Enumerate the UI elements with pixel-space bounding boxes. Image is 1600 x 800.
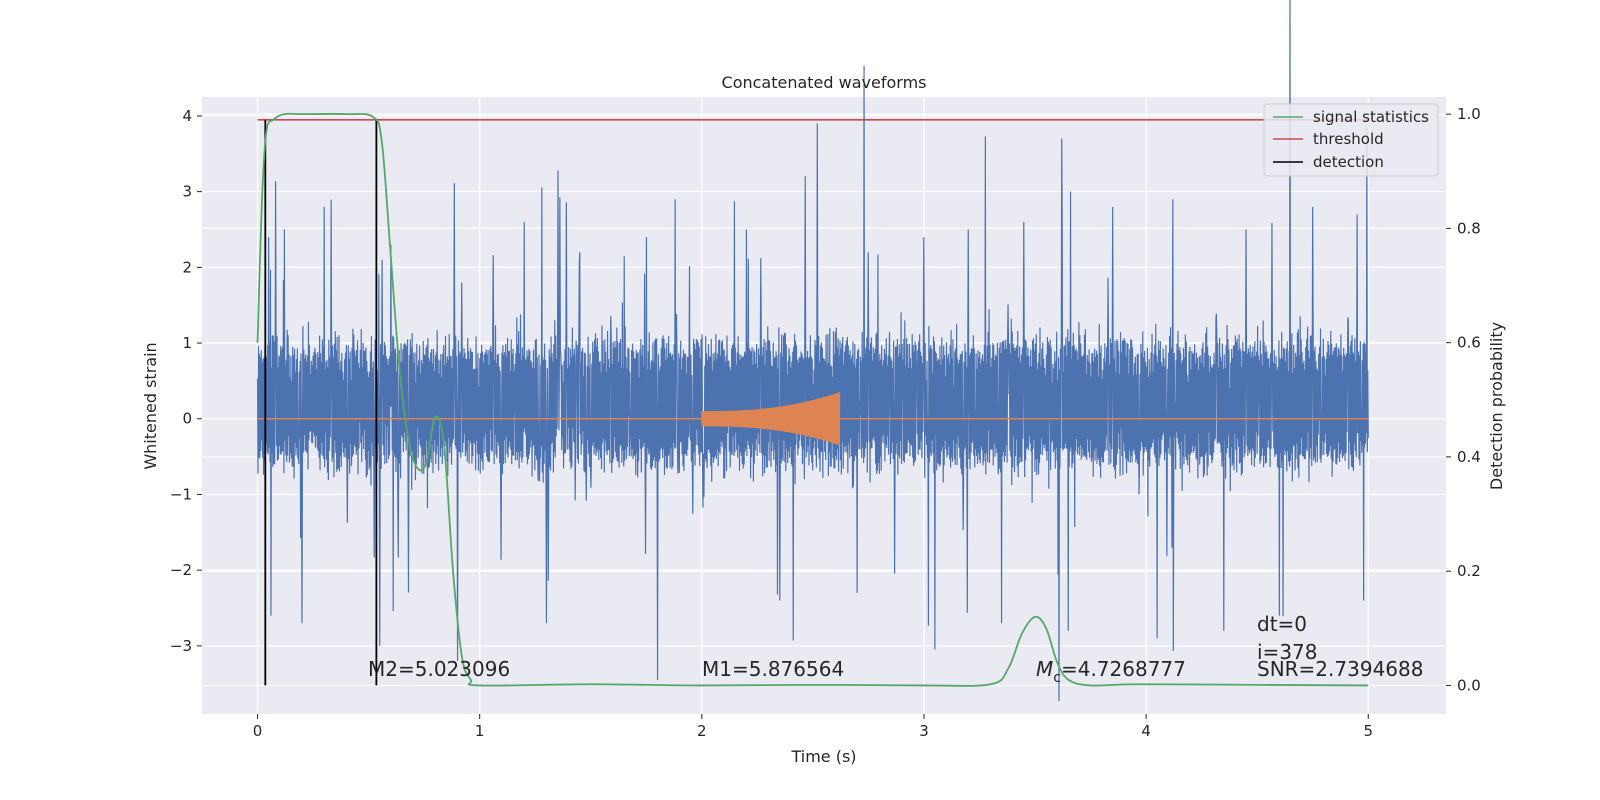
y-left-tick-label: 3 — [182, 183, 192, 201]
legend-label-threshold: threshold — [1313, 130, 1384, 148]
annotation-i: i=378 — [1257, 640, 1318, 664]
x-tick-label: 4 — [1141, 722, 1151, 740]
y-right-tick-label: 0.2 — [1457, 562, 1481, 580]
annotation-mc-value: =4.7268777 — [1061, 657, 1186, 681]
annotation-dt: dt=0 — [1257, 612, 1307, 636]
y-left-tick-label: −2 — [170, 561, 192, 579]
y-axis-left-label: Whitened strain — [141, 342, 160, 469]
signal-chirp — [701, 392, 841, 446]
x-tick-label: 5 — [1363, 722, 1373, 740]
chart-title: Concatenated waveforms — [722, 73, 927, 92]
y-left-tick-label: 1 — [182, 334, 192, 352]
annotations: M2=5.023096 M1=5.876564 Mc=4.7268777 dt=… — [368, 612, 1423, 686]
y-right-tick-label: 1.0 — [1457, 105, 1481, 123]
x-tick-label: 0 — [253, 722, 263, 740]
x-tick-label: 1 — [475, 722, 485, 740]
y-right-tick-label: 0.8 — [1457, 219, 1481, 237]
injected-signal-series — [257, 392, 1369, 446]
y-left-tick-label: 4 — [182, 107, 192, 125]
y-right-tick-label: 0.4 — [1457, 448, 1481, 466]
annotation-m1: M1=5.876564 — [702, 657, 844, 681]
x-axis-label: Time (s) — [790, 747, 856, 766]
annotation-mc-sub: c — [1053, 670, 1061, 686]
annotation-mc-symbol: M — [1036, 657, 1053, 681]
legend-box — [1263, 103, 1439, 177]
y-right-tick-label: 0.0 — [1457, 676, 1481, 694]
legend-label-detection: detection — [1313, 153, 1384, 171]
x-tick-label: 2 — [697, 722, 707, 740]
legend-label-signal-statistics: signal statistics — [1313, 108, 1429, 126]
annotation-snr: SNR=2.7394688 — [1257, 657, 1423, 681]
y-left-tick-label: −3 — [170, 637, 192, 655]
annotation-mc: Mc=4.7268777 — [1036, 657, 1186, 686]
legend: signal statistics threshold detection — [1263, 103, 1439, 177]
annotation-m2: M2=5.023096 — [368, 657, 510, 681]
detection-series — [256, 112, 1369, 687]
y-left-tick-label: −1 — [170, 485, 192, 503]
y-right-tick-label: 0.6 — [1457, 334, 1481, 352]
y-axis-right-label: Detection probability — [1487, 322, 1506, 490]
axis-ticks: 0 1 2 3 4 5 4 3 2 1 0 −1 −2 −3 1.0 0.8 0.6 0.4 0.2 0.0 — [170, 105, 1481, 740]
y-left-tick-label: 0 — [182, 410, 192, 428]
signal-statistics-line — [256, 112, 1369, 687]
x-tick-label: 3 — [919, 722, 929, 740]
y-left-tick-label: 2 — [182, 258, 192, 276]
